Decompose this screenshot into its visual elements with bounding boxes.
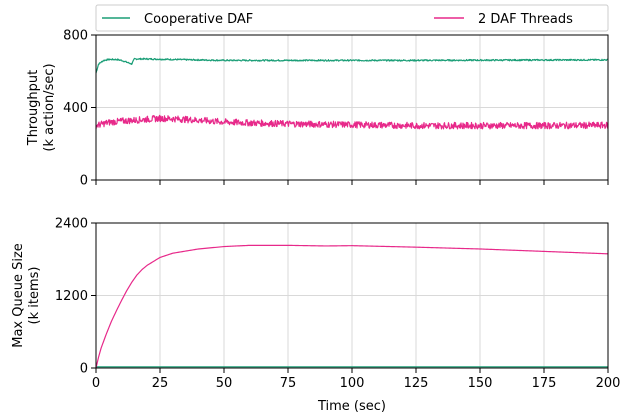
queue-ticks: 0 25 50 75 100 125 150 175 200 0 1200 2400 xyxy=(55,217,621,392)
throughput-series xyxy=(95,57,609,130)
ytick-label-0: 0 xyxy=(80,362,88,377)
queue-ylabel: Max Queue Size(k items) xyxy=(11,243,42,348)
xtick-label-0: 0 xyxy=(92,376,100,391)
throughput-ticks: 0 400 800 xyxy=(63,29,609,189)
series-line-cooperative-daf xyxy=(95,57,609,74)
ytick-label-1200: 1200 xyxy=(55,289,88,304)
ytick-label-0: 0 xyxy=(80,174,88,189)
xtick-label-25: 25 xyxy=(152,376,169,391)
legend-label-2-daf-threads: 2 DAF Threads xyxy=(478,12,573,27)
legend: Cooperative DAF 2 DAF Threads xyxy=(95,4,609,32)
throughput-ylabel: Throughput(k action/sec) xyxy=(26,63,57,151)
xtick-label-100: 100 xyxy=(340,376,365,391)
queue-grid xyxy=(95,222,609,369)
queue-panel: 0 25 50 75 100 125 150 175 200 0 1200 2400 Max Queu… xyxy=(11,217,620,415)
queue-xlabel: Time (sec) xyxy=(317,399,386,414)
series-line-2-daf-threads xyxy=(95,114,609,130)
series-line-2-daf-threads xyxy=(95,244,609,369)
xtick-label-175: 175 xyxy=(532,376,557,391)
queue-series xyxy=(95,244,609,369)
ytick-label-800: 800 xyxy=(63,29,88,44)
ytick-label-400: 400 xyxy=(63,101,88,116)
xtick-label-150: 150 xyxy=(468,376,493,391)
xtick-label-200: 200 xyxy=(596,376,621,391)
throughput-panel: 0 400 800 Throughput(k action/sec) xyxy=(26,29,609,189)
legend-frame xyxy=(95,4,609,32)
xtick-label-125: 125 xyxy=(404,376,429,391)
throughput-grid xyxy=(95,34,609,181)
xtick-label-75: 75 xyxy=(280,376,297,391)
legend-label-cooperative-daf: Cooperative DAF xyxy=(144,12,253,27)
ytick-label-2400: 2400 xyxy=(55,217,88,232)
xtick-label-50: 50 xyxy=(216,376,233,391)
